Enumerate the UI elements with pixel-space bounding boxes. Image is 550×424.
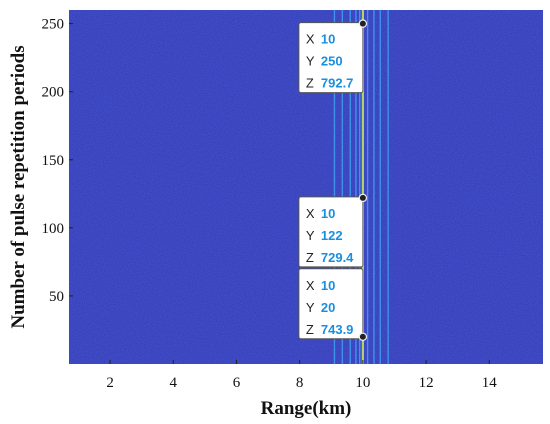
x-tick-label: 12: [419, 375, 434, 391]
y-tick-label: 200: [42, 85, 65, 101]
y-tick-label: 50: [49, 289, 64, 305]
datatip-marker[interactable]: [358, 19, 368, 28]
datatip-marker[interactable]: [358, 332, 368, 341]
datatip-value: 10: [321, 32, 335, 47]
y-tick-label: 100: [42, 221, 65, 237]
datatip-marker[interactable]: [358, 193, 368, 203]
x-tick-label: 6: [233, 375, 241, 391]
y-tick-label: 250: [42, 17, 65, 33]
datatip-key: X: [306, 206, 315, 221]
datatip-value: 250: [321, 54, 343, 69]
x-tick-label: 2: [106, 375, 114, 391]
datatip-value: 20: [321, 300, 335, 315]
datatip-box: [298, 268, 364, 340]
datatip-key: Y: [306, 300, 315, 315]
x-axis-label: Range(km): [261, 398, 352, 419]
datatip-key: Z: [306, 76, 314, 91]
datatip-value: 10: [321, 206, 335, 221]
datatip-key: X: [306, 278, 315, 293]
datatip-key: Z: [306, 322, 314, 337]
datatip-key: Y: [306, 228, 315, 243]
datatip-value: 10: [321, 278, 335, 293]
datatip[interactable]: X 10 Y 250 Z 792.7: [298, 19, 368, 94]
datatip[interactable]: X 10 Y 122 Z 729.4: [298, 193, 368, 268]
datatip-box: [298, 196, 364, 268]
datatip-key: Y: [306, 54, 315, 69]
y-axis-label: Number of pulse repetition periods: [8, 45, 29, 328]
y-tick-label: 150: [42, 153, 65, 169]
x-axis-ticks: 2 4 6 8 10 12 14: [106, 360, 497, 391]
x-tick-label: 10: [355, 375, 370, 391]
datatip-box: [298, 22, 364, 94]
y-axis-ticks: 50 100 150 200 250: [42, 17, 73, 305]
datatips: X 10 Y 250 Z 792.7 X 10 Y 122 Z 729.4 X 10 Y 20 Z 743.9: [298, 19, 368, 341]
datatip-value: 792.7: [321, 76, 354, 91]
x-tick-label: 4: [170, 375, 178, 391]
datatip[interactable]: X 10 Y 20 Z 743.9: [298, 268, 368, 341]
datatip-value: 729.4: [321, 250, 354, 265]
datatip-key: Z: [306, 250, 314, 265]
datatip-value: 743.9: [321, 322, 354, 337]
x-tick-label: 14: [482, 375, 498, 391]
datatip-value: 122: [321, 228, 343, 243]
datatip-key: X: [306, 32, 315, 47]
x-tick-label: 8: [296, 375, 304, 391]
